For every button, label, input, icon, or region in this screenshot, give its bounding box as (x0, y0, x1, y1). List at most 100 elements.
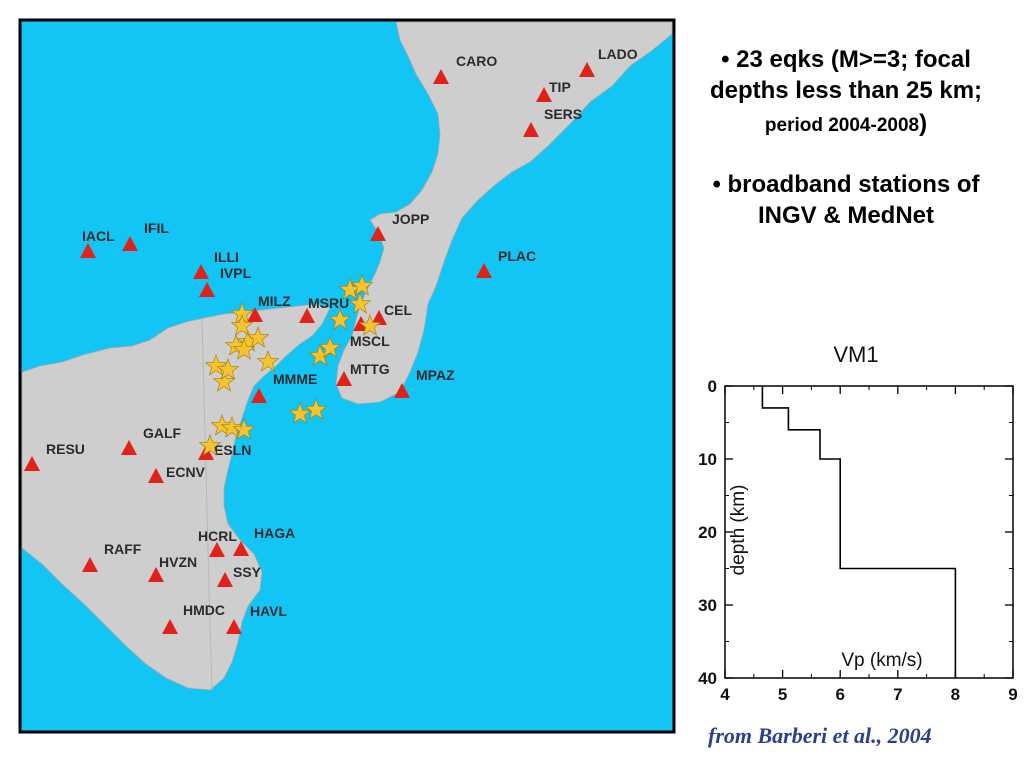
axis-ticks: 4 5 6 7 8 9 0 10 20 30 40 (698, 377, 1018, 704)
chart-title: VM1 (833, 342, 878, 367)
station-label-mpaz: MPAZ (416, 367, 455, 383)
station-marker-illi (193, 264, 209, 279)
station-label-cel: CEL (384, 302, 412, 318)
station-label-hvzn: HVZN (159, 554, 197, 570)
station-label-illi: ILLI (214, 249, 239, 265)
earthquake-star (350, 274, 374, 296)
y-axis-label: depth (km) (728, 485, 749, 576)
earthquake-star (230, 314, 254, 336)
earthquake-star (358, 314, 382, 336)
station-marker-sers (523, 122, 539, 137)
station-marker-haga (233, 541, 249, 556)
station-label-plac: PLAC (498, 248, 536, 264)
station-label-mscl: MSCL (350, 333, 390, 349)
station-label-milz: MILZ (258, 293, 291, 309)
station-marker-ssy (217, 572, 233, 587)
station-marker-mmme (251, 388, 267, 403)
earthquake-epicenters (198, 274, 382, 456)
velocity-model-chart: VM1 4 5 6 7 8 9 0 10 20 30 40 Vp (km/s) depth (km) (698, 342, 1018, 704)
station-label-ivpl: IVPL (220, 265, 252, 281)
boundary-line (201, 317, 213, 691)
station-label-havl: HAVL (250, 603, 288, 619)
station-marker-lado (579, 62, 595, 77)
calabria-landmass (335, 21, 673, 405)
y-tick-label: 20 (698, 523, 717, 542)
y-tick-label: 30 (698, 596, 717, 615)
station-marker-mttg (336, 371, 352, 386)
station-marker-hcrl (209, 542, 225, 557)
x-tick-label: 4 (720, 685, 730, 704)
earthquake-star (220, 416, 244, 438)
station-marker-havl (226, 619, 242, 634)
station-label-jopp: JOPP (392, 211, 429, 227)
station-marker-plac (476, 263, 492, 278)
station-label-sers: SERS (544, 106, 582, 122)
earthquake-star (256, 350, 280, 372)
earthquake-star (212, 370, 236, 392)
station-marker-iacl (80, 243, 96, 258)
citation: from Barberi et al., 2004 (708, 723, 932, 748)
station-label-ssy: SSY (233, 564, 262, 580)
vp-profile-line (761, 386, 957, 678)
plot-frame (724, 385, 1014, 679)
earthquake-bullet-close: ) (919, 110, 928, 137)
earthquake-star (318, 336, 342, 358)
station-marker-tip (536, 87, 552, 102)
x-axis-label: Vp (km/s) (841, 650, 922, 671)
earthquake-star (198, 434, 222, 456)
earthquake-star (288, 402, 312, 424)
station-label-caro: CARO (456, 53, 497, 69)
station-label-hmdc: HMDC (183, 602, 225, 618)
station-marker-mpaz (394, 383, 410, 398)
earthquake-bullet-main: • 23 eqks (M>=3; focal depths less than … (709, 46, 983, 104)
station-label-mttg: MTTG (350, 361, 390, 377)
earthquake-star (204, 354, 228, 376)
station-label-haga: HAGA (254, 525, 295, 541)
station-label-msru: MSRU (308, 295, 349, 311)
earthquake-star (328, 308, 352, 330)
station-label-tip: TIP (549, 79, 571, 95)
station-label-lado: LADO (598, 46, 638, 62)
earthquake-star (304, 398, 328, 420)
legend-text: • 23 eqks (M>=3; focal depths less than … (686, 44, 1006, 231)
station-label-hcrl: HCRL (198, 528, 237, 544)
y-tick-label: 0 (708, 377, 717, 396)
map-frame (18, 18, 676, 734)
earthquake-star (348, 292, 372, 314)
earthquake-star (246, 326, 270, 348)
earthquake-star (216, 358, 240, 380)
station-label-iacl: IACL (82, 228, 115, 244)
station-label-galf: GALF (143, 425, 182, 441)
station-marker-ifil (122, 236, 138, 251)
stations-bullet: • broadband stations of INGV & MedNet (712, 171, 980, 229)
station-label-ifil: IFIL (144, 220, 169, 236)
earthquake-bullet: • 23 eqks (M>=3; focal depths less than … (686, 44, 1006, 141)
x-tick-label: 7 (893, 685, 902, 704)
station-marker-ecnv (148, 468, 164, 483)
x-tick-label: 8 (951, 685, 960, 704)
station-marker-raff (82, 557, 98, 572)
station-marker-hvzn (148, 567, 164, 582)
station-marker-ivpl (199, 282, 215, 297)
y-tick-label: 40 (698, 669, 717, 688)
station-label-resu: RESU (46, 441, 85, 457)
x-tick-label: 5 (778, 685, 787, 704)
earthquake-bullet-period: period 2004-2008 (764, 115, 920, 136)
earthquake-star (232, 418, 256, 440)
station-label-ecnv: ECNV (166, 464, 206, 480)
station-marker-jopp (370, 226, 386, 241)
station-label-esln: ESLN (214, 442, 251, 458)
station-label-mmme: MMME (273, 371, 317, 387)
x-tick-label: 6 (835, 685, 844, 704)
station-marker-resu (24, 456, 40, 471)
station-marker-galf (121, 440, 137, 455)
x-tick-label: 9 (1008, 685, 1017, 704)
station-marker-hmdc (162, 619, 178, 634)
station-label-raff: RAFF (104, 541, 142, 557)
station-marker-cel (371, 310, 387, 325)
station-marker-caro (433, 69, 449, 84)
y-tick-label: 10 (698, 450, 717, 469)
station-marker-milz (247, 307, 263, 322)
